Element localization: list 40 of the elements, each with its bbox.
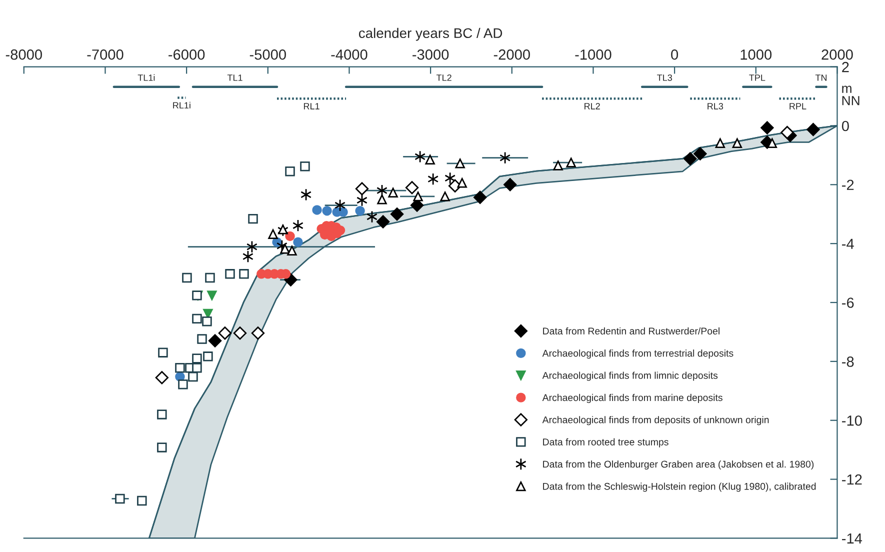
series-label: TN — [815, 74, 827, 81]
x-tick-label: -4000 — [331, 49, 368, 60]
y-tick-label: 2 — [842, 62, 849, 72]
legend-label: Archaeological finds from limnic deposits — [542, 372, 718, 381]
x-tick-label: -6000 — [168, 49, 205, 60]
legend-label: Archaeological finds from terrestrial deposits — [542, 350, 734, 359]
legend-label: Archaeological finds from deposits of unknown origin — [542, 416, 769, 426]
series-label: RL2 — [584, 103, 600, 110]
series-label: RL3 — [708, 103, 724, 110]
x-axis-title: calender years BC / AD — [358, 28, 502, 41]
x-tick-label: -8000 — [6, 49, 42, 60]
legend-label: Archaeological finds from marine deposits — [542, 394, 722, 403]
y-tick-label: -14 — [842, 533, 862, 544]
x-tick-label: 0 — [671, 49, 678, 60]
y-tick-label: -12 — [842, 474, 862, 485]
series-label: TL1i — [138, 74, 155, 81]
y-tick-label: 0 — [842, 120, 849, 132]
series-label: RPL — [790, 103, 806, 110]
legend-label: Data from Redentin and Rustwerder/Poel — [543, 327, 720, 334]
series-label: TL1 — [227, 74, 242, 81]
x-tick-label: 1000 — [740, 49, 772, 60]
y-tick-label: -2 — [842, 180, 854, 190]
y-tick-label: -10 — [842, 415, 862, 426]
x-tick-label: -5000 — [250, 49, 286, 60]
y-tick-label: -8 — [842, 356, 854, 367]
series-label: RL1i — [173, 102, 190, 108]
x-tick-label: -7000 — [87, 49, 124, 60]
x-tick-label: 2000 — [822, 49, 853, 60]
y-axis-title: m NN — [842, 86, 860, 106]
legend-label: Data from the Schleswig-Holstein region (Klug 1980), calibrated — [543, 482, 816, 492]
series-label: TL3 — [657, 74, 672, 81]
y-tick-label: -6 — [842, 298, 854, 308]
x-tick-label: -3000 — [412, 49, 449, 60]
series-label: TPL — [749, 74, 766, 81]
y-tick-label: -4 — [842, 238, 854, 249]
x-tick-label: -2000 — [494, 49, 530, 60]
series-label: RL1 — [304, 103, 320, 110]
legend-label: Data from rooted tree stumps — [543, 438, 668, 448]
x-tick-label: -1000 — [575, 49, 612, 60]
series-label: TL2 — [436, 74, 452, 81]
